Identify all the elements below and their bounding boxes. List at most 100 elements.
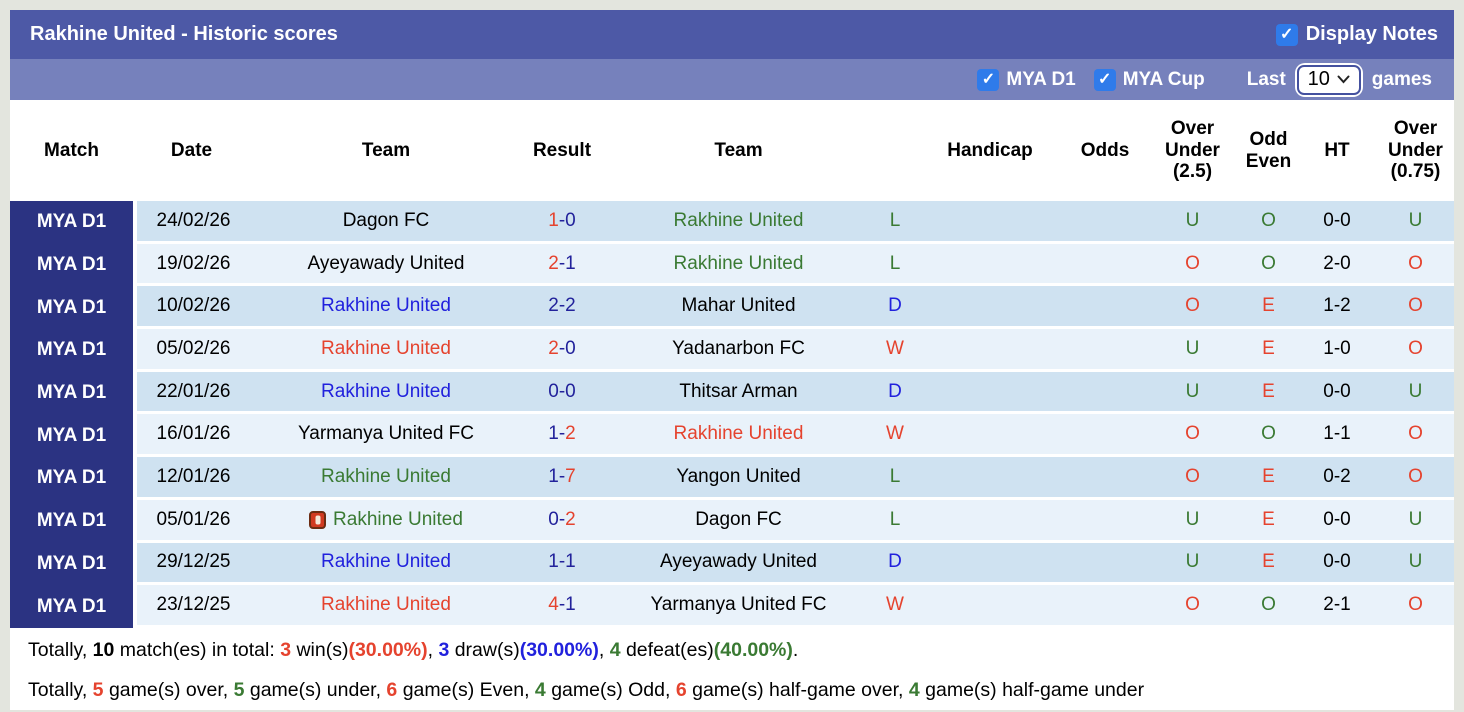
odd-even-letter: E <box>1262 337 1275 359</box>
away-team-name: Yadanarbon FC <box>672 337 805 359</box>
odds-cell <box>1065 499 1145 543</box>
handicap-result-letter: L <box>889 508 901 530</box>
odd-even-cell: O <box>1240 243 1297 287</box>
summary-segment: , <box>427 638 439 661</box>
score-dash: - <box>558 551 566 573</box>
summary-segment: game(s) half-game over, <box>686 678 909 701</box>
result-cell: 2-0 <box>522 329 602 372</box>
home-team-name: Rakhine United <box>321 295 451 317</box>
away-score: 1 <box>565 594 576 616</box>
over-under-25-cell: O <box>1145 585 1240 628</box>
away-team-cell: Yangon United <box>602 457 875 500</box>
over-under-075-letter: U <box>1408 551 1423 573</box>
col-date: Date <box>170 139 213 161</box>
match-row: MYA D1 05/02/26 Rakhine United 2-0 Yadanarbo… <box>10 329 1454 372</box>
summary-segment: . <box>792 638 799 661</box>
odd-even-cell: E <box>1240 329 1297 372</box>
away-team-name: Rakhine United <box>673 209 804 231</box>
summary-segment: game(s) Odd, <box>545 678 676 701</box>
handicap-cell <box>915 286 1065 330</box>
away-team-name: Yarmanya United FC <box>650 594 827 616</box>
handicap-result-cell: W <box>875 329 915 372</box>
summary-line-overs: Totally, 5 game(s) over, 5 game(s) under… <box>28 670 1454 710</box>
handicap-result-cell: L <box>875 243 915 287</box>
mya-cup-label: MYA Cup <box>1122 68 1205 90</box>
page-title: Rakhine United - Historic scores <box>30 23 338 45</box>
home-team-name: Ayeyawady United <box>307 252 465 274</box>
ht-cell: 0-0 <box>1297 201 1377 244</box>
odds-cell <box>1065 201 1145 244</box>
away-score: 7 <box>565 465 576 487</box>
odd-even-cell: O <box>1240 201 1297 244</box>
home-team-name: Rakhine United <box>333 508 463 530</box>
away-team-cell: Rakhine United <box>602 201 875 244</box>
summary-segment: match(es) in total: <box>114 638 281 661</box>
ht-cell: 1-0 <box>1297 329 1377 372</box>
result-cell: 0-0 <box>522 371 602 415</box>
league-cell: MYA D1 <box>10 542 133 586</box>
mya-d1-option: ✓ MYA D1 <box>977 68 1076 91</box>
odd-even-cell: E <box>1240 286 1297 330</box>
display-notes-checkbox[interactable]: ✓ <box>1275 23 1298 46</box>
away-team-cell: Ayeyawady United <box>602 542 875 586</box>
home-team-cell: Dagon FC <box>250 201 522 244</box>
match-row: MYA D1 23/12/25 Rakhine United 4-1 Yarmanya … <box>10 585 1454 628</box>
away-score: 2 <box>565 423 576 445</box>
away-score: 1 <box>565 551 576 573</box>
ht-cell: 0-0 <box>1297 499 1377 543</box>
check-icon: ✓ <box>981 70 996 88</box>
over-under-075-letter: O <box>1408 423 1423 445</box>
over-under-075-cell: U <box>1377 542 1454 586</box>
league-cell: MYA D1 <box>10 499 133 543</box>
over-under-25-letter: U <box>1185 551 1200 573</box>
odd-even-letter: E <box>1262 465 1275 487</box>
date-cell: 10/02/26 <box>133 286 250 330</box>
odd-even-letter: O <box>1261 252 1276 274</box>
match-row: MYA D1 05/01/26 Rakhine United 0-2 Dagon FC L… <box>10 499 1454 543</box>
league-cell: MYA D1 <box>10 457 133 500</box>
score-dash: - <box>558 380 566 402</box>
over-under-25-letter: U <box>1185 380 1200 402</box>
summary-segment: (30.00%) <box>348 638 428 661</box>
away-team-name: Mahar United <box>681 295 796 317</box>
away-score: 2 <box>565 508 576 530</box>
handicap-result-cell: L <box>875 201 915 244</box>
league-cell: MYA D1 <box>10 201 133 244</box>
over-under-075-cell: O <box>1377 243 1454 287</box>
match-row: MYA D1 24/02/26 Dagon FC 1-0 Rakhine United L… <box>10 201 1454 244</box>
mya-cup-option: ✓ MYA Cup <box>1093 68 1205 91</box>
col-over-under-075: Over Under (0.75) <box>1388 117 1443 183</box>
over-under-075-cell: O <box>1377 329 1454 372</box>
over-under-075-letter: O <box>1408 465 1423 487</box>
over-under-25-cell: U <box>1145 542 1240 586</box>
over-under-075-letter: U <box>1408 209 1423 231</box>
summary-segment: 3 <box>438 638 450 661</box>
table-header: Match Date Team Result Team Handicap Odd… <box>10 100 1454 201</box>
result-cell: 1-1 <box>522 542 602 586</box>
result-cell: 0-2 <box>522 499 602 543</box>
odd-even-letter: E <box>1262 295 1275 317</box>
odd-even-letter: E <box>1262 380 1275 402</box>
summary-segment: game(s) under, <box>244 678 387 701</box>
over-under-075-letter: O <box>1408 594 1423 616</box>
away-team-name: Thitsar Arman <box>679 380 798 402</box>
away-team-cell: Yarmanya United FC <box>602 585 875 628</box>
over-under-075-cell: O <box>1377 585 1454 628</box>
mya-cup-checkbox[interactable]: ✓ <box>1093 68 1116 91</box>
handicap-cell <box>915 457 1065 500</box>
score-dash: - <box>558 594 566 616</box>
over-under-25-cell: U <box>1145 201 1240 244</box>
home-score: 4 <box>548 594 559 616</box>
away-team-name: Dagon FC <box>695 508 782 530</box>
date-cell: 19/02/26 <box>133 243 250 287</box>
over-under-25-letter: O <box>1185 423 1200 445</box>
odds-cell <box>1065 585 1145 628</box>
odd-even-letter: O <box>1261 594 1276 616</box>
score-dash: - <box>558 337 566 359</box>
home-team-cell: Yarmanya United FC <box>250 414 522 458</box>
over-under-25-letter: U <box>1185 209 1200 231</box>
ht-cell: 2-0 <box>1297 243 1377 287</box>
mya-d1-checkbox[interactable]: ✓ <box>977 68 1000 91</box>
away-team-cell: Thitsar Arman <box>602 371 875 415</box>
games-count-select[interactable]: 10 <box>1294 62 1363 97</box>
